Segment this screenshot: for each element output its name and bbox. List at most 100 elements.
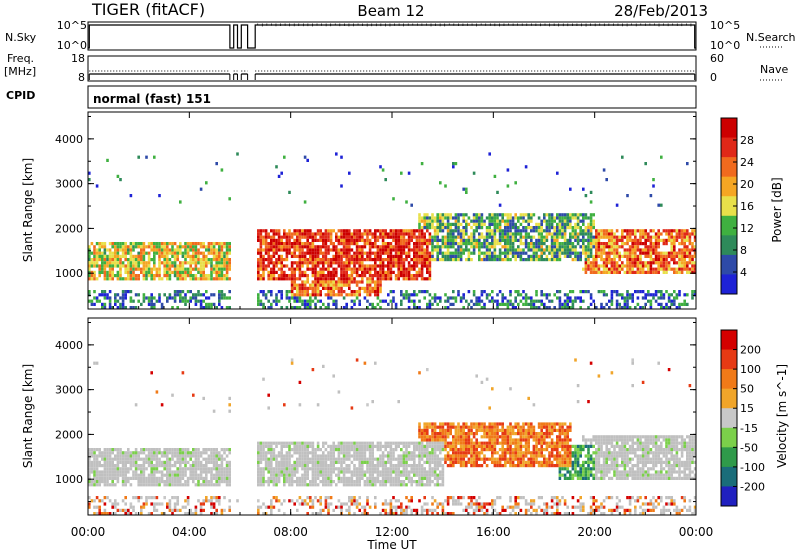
velocity-cell <box>160 473 164 477</box>
velocity-cell <box>267 460 270 464</box>
power-cell <box>327 283 330 287</box>
velocity-cell <box>134 448 138 452</box>
power-cell <box>670 251 673 255</box>
power-cell <box>335 152 338 156</box>
power-cell <box>366 306 369 310</box>
power-cell <box>311 261 315 265</box>
power-cell <box>405 251 408 255</box>
power-cell <box>215 306 218 310</box>
power-cell <box>657 254 660 258</box>
power-cell <box>358 254 361 258</box>
power-cell <box>218 274 221 278</box>
power-cell <box>454 229 458 233</box>
velocity-cell <box>322 457 325 461</box>
velocity-cell <box>108 464 112 468</box>
velocity-cell <box>127 476 130 480</box>
power-cell <box>316 283 320 287</box>
power-cell <box>290 306 294 310</box>
power-cell <box>610 270 614 274</box>
power-cell <box>257 261 260 265</box>
velocity-cell <box>129 467 133 471</box>
power-cell <box>199 274 203 278</box>
power-cell <box>623 251 627 255</box>
power-cell <box>153 274 156 278</box>
power-cell <box>192 274 195 278</box>
velocity-cell <box>275 496 278 500</box>
power-cell <box>584 267 588 271</box>
power-cell <box>426 248 429 252</box>
power-cell <box>626 235 629 239</box>
power-cell <box>501 232 504 236</box>
velocity-cell <box>225 448 229 452</box>
power-cell <box>205 254 208 258</box>
velocity-cell <box>316 470 320 474</box>
velocity-cell <box>212 496 216 500</box>
power-cell <box>361 235 364 239</box>
power-cell <box>454 162 458 166</box>
power-cell <box>662 270 666 274</box>
power-cell <box>210 302 213 306</box>
power-cell <box>509 219 512 223</box>
velocity-cell <box>309 441 312 445</box>
velocity-cell <box>212 473 216 477</box>
power-cell <box>428 238 432 242</box>
velocity-cell <box>160 512 164 516</box>
power-cell <box>257 258 260 262</box>
velocity-cell <box>202 396 205 400</box>
power-cell <box>509 293 512 297</box>
power-cell <box>405 277 408 281</box>
power-cell <box>680 235 684 239</box>
power-cell <box>514 229 517 233</box>
power-cell <box>636 254 640 258</box>
velocity-cell <box>293 448 296 452</box>
power-cell <box>285 264 289 268</box>
power-cell <box>454 213 458 217</box>
velocity-cell <box>353 467 356 471</box>
power-cell <box>400 245 403 249</box>
power-cell <box>348 277 351 281</box>
power-cell <box>340 238 343 242</box>
velocity-cell <box>155 483 159 487</box>
power-cell <box>228 264 231 268</box>
power-cell <box>262 248 265 252</box>
power-cell <box>371 245 374 249</box>
power-cell <box>293 248 296 252</box>
power-cell <box>610 302 614 306</box>
power-cell <box>553 254 556 258</box>
power-cell <box>228 261 231 265</box>
velocity-cell <box>98 508 101 512</box>
power-cell <box>610 296 614 300</box>
power-cell <box>608 258 611 262</box>
power-cell <box>361 270 364 274</box>
power-cell <box>340 258 343 262</box>
power-cell <box>626 232 629 236</box>
power-cell <box>678 229 681 233</box>
power-cell <box>511 222 515 226</box>
power-cell <box>389 235 393 239</box>
velocity-cell <box>210 454 213 458</box>
velocity-cell <box>345 483 348 487</box>
power-cell <box>649 306 653 310</box>
velocity-cell <box>358 483 361 487</box>
velocity-cell <box>290 467 294 471</box>
power-cell <box>129 194 133 198</box>
power-cell <box>322 258 325 262</box>
power-cell <box>223 267 226 271</box>
power-cell <box>428 274 432 278</box>
power-cell <box>589 235 593 239</box>
velocity-cell <box>194 476 198 480</box>
velocity-cell <box>311 464 315 468</box>
power-cell <box>491 222 494 226</box>
power-cell <box>410 264 413 268</box>
power-cell <box>415 242 419 246</box>
power-cell <box>374 254 377 258</box>
power-cell <box>189 264 192 268</box>
power-cell <box>470 258 473 262</box>
power-cell <box>194 242 198 246</box>
velocity-cell <box>314 473 317 477</box>
power-cell <box>649 238 653 242</box>
power-cell <box>129 245 133 249</box>
power-cell <box>184 302 187 306</box>
velocity-cell <box>215 451 218 455</box>
velocity-cell <box>186 467 190 471</box>
